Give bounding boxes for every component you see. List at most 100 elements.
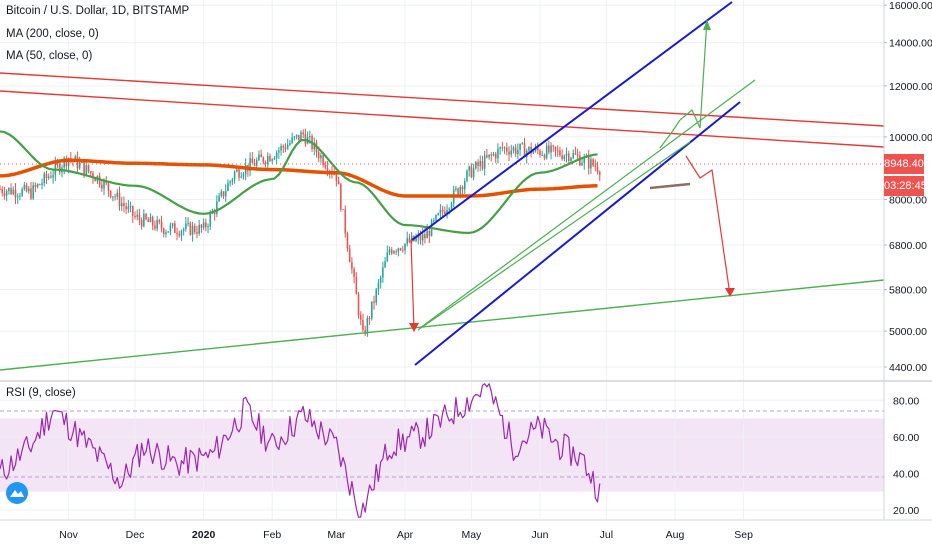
price-tick-label: 16000.00 <box>889 0 932 12</box>
candle-body <box>0 189 1 191</box>
blue-channel-lower-line[interactable] <box>414 101 741 366</box>
candle-body <box>362 319 364 331</box>
candle-body <box>501 147 504 149</box>
candle-body <box>556 150 559 152</box>
candle-body <box>143 214 145 227</box>
rsi-legend[interactable]: RSI (9, close) <box>6 387 76 399</box>
candle-body <box>140 219 143 227</box>
rsi-line <box>0 383 601 518</box>
candle-body <box>162 228 165 235</box>
ma50-legend[interactable]: MA (50, close, 0) <box>6 50 93 62</box>
candle-body <box>167 231 169 233</box>
candle-body <box>200 224 203 228</box>
candle-body <box>317 152 320 159</box>
candle-body <box>280 146 282 151</box>
candle-body <box>255 160 258 166</box>
candle-body <box>176 232 178 235</box>
candle-body <box>58 164 61 173</box>
candle-body <box>94 178 96 182</box>
red-drop-arrow[interactable] <box>410 239 415 331</box>
candle-body <box>286 144 289 150</box>
red-resistance-line-lower[interactable] <box>0 90 885 148</box>
candle-body <box>1 189 4 193</box>
candle-body <box>302 132 304 135</box>
candle-body <box>590 159 592 169</box>
candle-body <box>43 173 46 184</box>
candle-body <box>83 162 85 175</box>
candle-body <box>171 223 174 226</box>
candle-body <box>180 231 183 236</box>
candle-body <box>271 159 274 162</box>
candle-body <box>517 149 519 155</box>
green-projection-arrowhead <box>703 20 711 30</box>
time-tick-label: Sep <box>734 529 753 541</box>
ma200-legend[interactable]: MA (200, close, 0) <box>6 28 99 40</box>
candle-body <box>25 185 28 192</box>
green-projection-path[interactable] <box>659 19 708 149</box>
candle-body <box>532 150 535 154</box>
last-price-label: 8948.40 <box>884 154 924 174</box>
candle-body <box>486 155 488 158</box>
candle-body <box>415 238 417 241</box>
rsi-axis[interactable]: 20.00 40.00 60.00 80.00 <box>893 395 919 517</box>
candle-body <box>377 282 380 290</box>
candle-body <box>337 181 340 185</box>
candle-body <box>446 209 448 214</box>
candle-body <box>198 224 200 234</box>
candle-body <box>134 215 136 217</box>
candle-body <box>581 162 583 166</box>
red-resistance-line-upper[interactable] <box>0 72 885 127</box>
candle-body <box>78 162 81 169</box>
price-tick-label: 12000.00 <box>889 81 932 93</box>
candle-body <box>123 203 125 207</box>
candle-body <box>461 186 464 190</box>
candle-body <box>324 164 327 168</box>
candle-body <box>463 181 466 190</box>
candle-body <box>118 192 121 207</box>
time-axis[interactable]: Nov Dec 2020 Feb Mar Apr May Jun Jul Aug Sep <box>59 529 753 541</box>
candle-body <box>101 184 103 189</box>
candle-body <box>32 185 34 199</box>
candle-body <box>335 174 338 182</box>
candle-body <box>397 248 400 252</box>
candle-body <box>481 160 484 169</box>
green-support-line-long[interactable] <box>0 279 885 371</box>
candle-body <box>539 150 541 156</box>
drawing-layer[interactable] <box>0 1 885 371</box>
candle-body <box>543 154 546 159</box>
candle-body <box>138 214 141 220</box>
time-tick-label: Jul <box>600 529 613 541</box>
candle-body <box>21 189 23 196</box>
candle-body <box>120 203 123 207</box>
green-trend-line-lower[interactable] <box>417 141 691 331</box>
symbol-title[interactable]: Bitcoin / U.S. Dollar, 1D, BITSTAMP <box>6 5 190 17</box>
candle-body <box>196 232 198 234</box>
candle-body <box>477 162 479 167</box>
green-trend-line-steep[interactable] <box>419 79 756 329</box>
candle-body <box>127 206 130 210</box>
red-projection-path[interactable] <box>685 155 731 296</box>
candle-body <box>136 214 139 217</box>
candle-body <box>563 155 566 160</box>
blue-channel-upper-line[interactable] <box>411 1 733 241</box>
candle-body <box>109 190 112 198</box>
candle-body <box>103 180 105 189</box>
price-tick-label: 14000.00 <box>889 38 932 50</box>
candle-body <box>185 223 187 230</box>
candle-body <box>291 137 293 143</box>
candle-body <box>395 251 397 253</box>
candle-body <box>30 188 32 199</box>
candle-body <box>492 153 495 156</box>
candle-body <box>382 267 384 278</box>
candle-body <box>570 157 572 162</box>
candle-body <box>388 249 391 253</box>
candle-body <box>490 154 493 156</box>
candle-body <box>193 225 196 233</box>
candle-body <box>444 211 446 214</box>
price-tick-label: 6800.00 <box>889 240 927 252</box>
candle-body <box>554 146 557 151</box>
price-axis[interactable]: 4400.00 5000.00 5800.00 6800.00 8000.00 10000… <box>884 0 932 374</box>
tradingview-logo-icon[interactable] <box>6 482 28 504</box>
